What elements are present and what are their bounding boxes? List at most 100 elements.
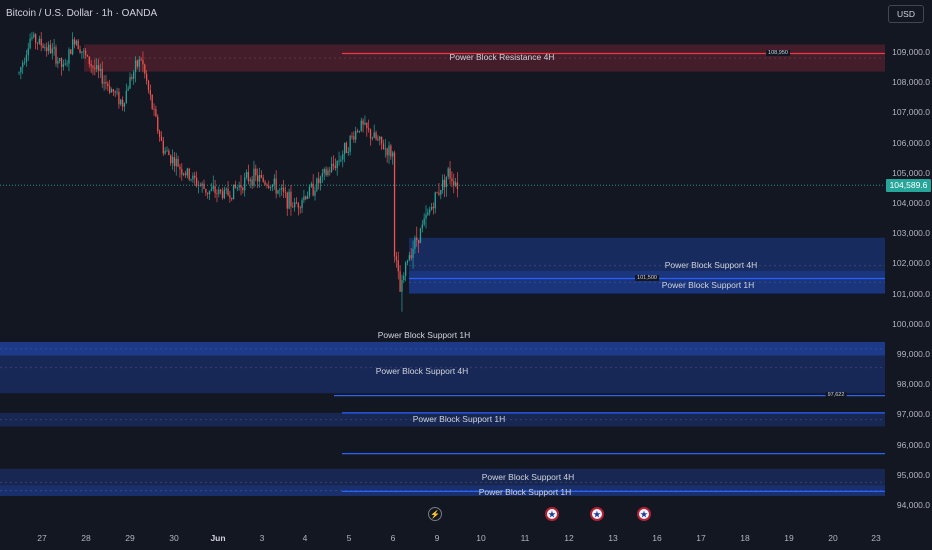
- zone-label: Power Block Support 1H: [377, 329, 471, 340]
- price-tick-label: 103,000.0: [892, 228, 930, 239]
- candle-body: [27, 48, 29, 56]
- candle-body: [417, 240, 420, 244]
- candle-body: [275, 178, 277, 194]
- candle-body: [386, 148, 388, 156]
- candle-body: [310, 183, 312, 187]
- us-flag-icon[interactable]: ★: [545, 507, 559, 521]
- candle-body: [231, 197, 233, 200]
- us-flag-icon[interactable]: ★: [637, 507, 651, 521]
- candle-body: [442, 179, 444, 190]
- price-tick-label: 96,000.0: [896, 439, 930, 450]
- time-tick-label: 13: [608, 533, 618, 543]
- price-tick-label: 108,000.0: [892, 77, 930, 88]
- candle-body: [314, 190, 316, 196]
- candle-body: [416, 237, 418, 241]
- candle-body: [212, 186, 214, 189]
- candle-body: [225, 188, 227, 190]
- candle-body: [223, 189, 225, 199]
- time-tick-label: 5: [346, 533, 352, 543]
- candle-body: [295, 202, 298, 204]
- candle-body: [160, 136, 163, 141]
- candle-body: [388, 145, 390, 156]
- candle-body: [55, 47, 57, 64]
- time-tick-label: 17: [696, 533, 706, 543]
- candle-body: [79, 49, 81, 53]
- candle-body: [234, 184, 237, 188]
- candle-body: [181, 169, 183, 175]
- candle-body: [127, 88, 129, 91]
- currency-button[interactable]: USD: [888, 5, 924, 23]
- lightning-icon[interactable]: ⚡: [428, 507, 442, 521]
- candle-body: [445, 176, 447, 187]
- zone-label: Power Block Support 1H: [412, 413, 506, 424]
- candle-body: [42, 45, 44, 48]
- chart-plot-area[interactable]: Bitcoin / U.S. Dollar · 1h · OANDA Power…: [0, 0, 885, 524]
- candle-body: [249, 179, 251, 182]
- zone-label: Power Block Support 1H: [661, 280, 755, 291]
- candle-body: [353, 136, 355, 140]
- candle-body: [423, 218, 425, 225]
- candle-body: [134, 60, 137, 73]
- candle-body: [59, 58, 61, 62]
- candle-body: [288, 191, 290, 209]
- power-block-zone: [409, 237, 885, 294]
- time-tick-label: 27: [37, 533, 47, 543]
- price-tick-label: 99,000.0: [896, 349, 930, 359]
- candle-body: [186, 168, 188, 176]
- candle-body: [251, 179, 253, 186]
- price-axis[interactable]: USD 109,000.0 108,000.0 107,000.0 106,000.0…: [885, 0, 932, 524]
- candle-body: [201, 183, 203, 186]
- candle-body: [405, 262, 407, 276]
- us-flag-icon[interactable]: ★: [590, 507, 604, 521]
- candle-body: [103, 82, 105, 84]
- candle-body: [356, 131, 359, 132]
- candle-body: [197, 184, 200, 186]
- candle-body: [340, 159, 342, 161]
- candle-body: [379, 136, 381, 140]
- candle-body: [425, 214, 427, 219]
- candle-body: [99, 68, 102, 71]
- power-block-zone: [0, 485, 885, 496]
- candle-body: [151, 94, 153, 109]
- candle-body: [142, 60, 144, 65]
- candle-body: [332, 163, 335, 166]
- candle-body: [140, 59, 142, 61]
- candle-body: [62, 64, 65, 67]
- time-tick-label: 18: [740, 533, 750, 543]
- candle-body: [72, 39, 74, 55]
- current-price-tag: 104,589.6: [886, 178, 931, 192]
- candle-body: [123, 102, 126, 107]
- candle-body: [155, 109, 157, 117]
- candle-body: [368, 128, 370, 130]
- candle-body: [109, 86, 111, 93]
- candle-body: [107, 83, 109, 87]
- candle-body: [257, 175, 259, 182]
- price-tick-label: 109,000.0: [892, 47, 930, 57]
- time-axis[interactable]: 27 28 29 30 Jun 3 4 5 6 9 10 11 12 13 16 17 18 19 20 23: [0, 524, 885, 550]
- candle-body: [327, 170, 329, 176]
- candle-body: [242, 187, 244, 191]
- candle-body: [329, 170, 331, 172]
- candle-body: [305, 196, 307, 200]
- candle-body: [68, 49, 70, 64]
- candle-body: [20, 67, 22, 73]
- candle-body: [158, 131, 161, 137]
- candle-body: [284, 191, 287, 193]
- candle-body: [133, 72, 135, 79]
- candle-body: [105, 82, 107, 84]
- candle-body: [236, 187, 238, 189]
- candle-body: [355, 131, 357, 140]
- candle-body: [297, 203, 299, 208]
- candle-body: [334, 165, 336, 169]
- candle-body: [338, 160, 340, 162]
- candle-body: [25, 55, 28, 63]
- symbol-title[interactable]: Bitcoin / U.S. Dollar · 1h · OANDA: [6, 8, 158, 19]
- price-chart[interactable]: [0, 0, 885, 524]
- candle-body: [258, 175, 261, 182]
- power-block-zone: [84, 44, 885, 72]
- candle-body: [380, 136, 383, 144]
- candle-body: [129, 77, 131, 89]
- candle-body: [279, 189, 281, 191]
- candle-body: [360, 120, 362, 131]
- candle-body: [35, 34, 37, 43]
